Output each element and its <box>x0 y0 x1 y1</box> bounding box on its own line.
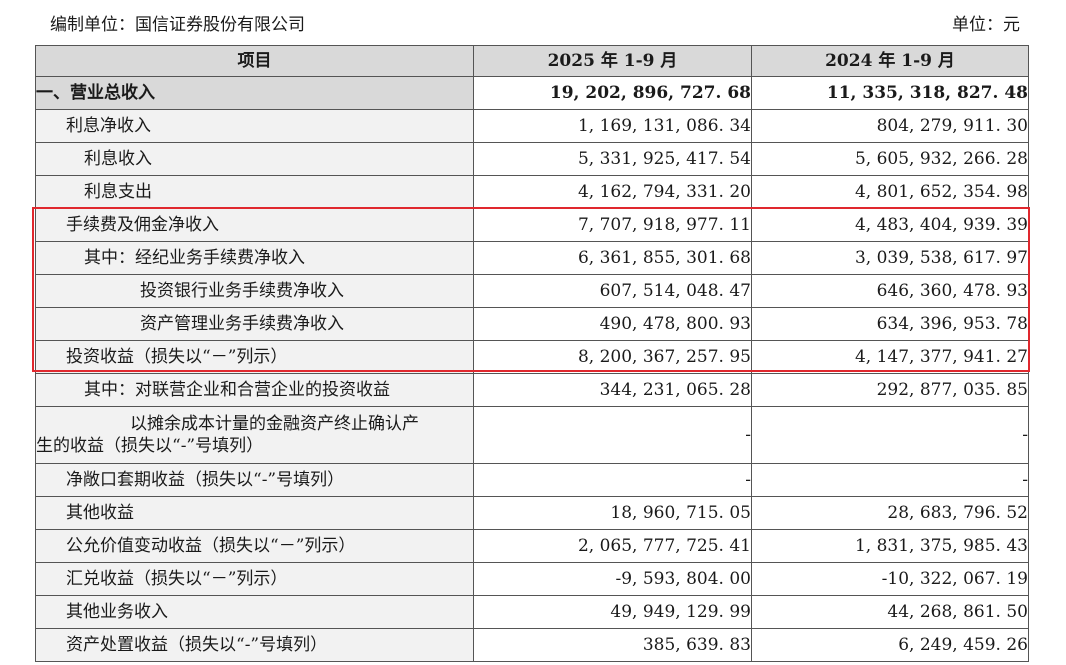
table-row: 利息收入 5, 331, 925, 417. 54 5, 605, 932, 2… <box>35 142 1029 176</box>
table-row: 净敞口套期收益（损失以“-”号填列） - - <box>35 463 1029 497</box>
row-label: 以摊余成本计量的金融资产终止确认产 生的收益（损失以“-”号填列） <box>35 406 474 464</box>
value-2024: 3, 039, 538, 617. 97 <box>751 241 1029 275</box>
table-row: 利息支出 4, 162, 794, 331. 20 4, 801, 652, 3… <box>35 175 1029 209</box>
value-2024: 292, 877, 035. 85 <box>751 373 1029 407</box>
value-2024: - <box>751 406 1029 464</box>
value-2024: 4, 483, 404, 939. 39 <box>751 208 1029 242</box>
value-2024: 634, 396, 953. 78 <box>751 307 1029 341</box>
table-row: 其中：对联营企业和合营企业的投资收益 344, 231, 065. 28 292… <box>35 373 1029 407</box>
row-label: 汇兑收益（损失以“－”列示） <box>35 562 474 596</box>
value-2025: 2, 065, 777, 725. 41 <box>473 529 752 563</box>
report-header: 编制单位：国信证券股份有限公司 单位：元 <box>50 10 1020 40</box>
value-2024: 44, 268, 861. 50 <box>751 595 1029 629</box>
value-2024: 28, 683, 796. 52 <box>751 496 1029 530</box>
row-label: 其中：经纪业务手续费净收入 <box>35 241 474 275</box>
value-2025: 7, 707, 918, 977. 11 <box>473 208 752 242</box>
value-2025: 1, 169, 131, 086. 34 <box>473 109 752 143</box>
table-row: 利息净收入 1, 169, 131, 086. 34 804, 279, 911… <box>35 109 1029 143</box>
table-row: 资产管理业务手续费净收入 490, 478, 800. 93 634, 396,… <box>35 307 1029 341</box>
row-label: 其他业务收入 <box>35 595 474 629</box>
table-header-row: 项目 2025 年 1-9 月 2024 年 1-9 月 <box>35 45 1029 77</box>
header-2024: 2024 年 1-9 月 <box>751 45 1029 77</box>
row-label: 利息支出 <box>35 175 474 209</box>
row-label: 其他收益 <box>35 496 474 530</box>
table-row: 公允价值变动收益（损失以“－”列示） 2, 065, 777, 725. 41 … <box>35 529 1029 563</box>
header-2025: 2025 年 1-9 月 <box>473 45 752 77</box>
row-label: 利息收入 <box>35 142 474 176</box>
table-row: 手续费及佣金净收入 7, 707, 918, 977. 11 4, 483, 4… <box>35 208 1029 242</box>
income-statement-table: 项目 2025 年 1-9 月 2024 年 1-9 月 一、营业总收入 19,… <box>35 45 1029 662</box>
table-row: 其他业务收入 49, 949, 129. 99 44, 268, 861. 50 <box>35 595 1029 629</box>
value-2025: - <box>473 406 752 464</box>
value-2025: - <box>473 463 752 497</box>
row-label-line2: 生的收益（损失以“-”号填列） <box>36 436 264 456</box>
value-2025: 344, 231, 065. 28 <box>473 373 752 407</box>
row-label: 资产处置收益（损失以“-”号填列） <box>35 628 474 662</box>
value-2024: - <box>751 463 1029 497</box>
value-2025: 8, 200, 367, 257. 95 <box>473 340 752 374</box>
value-2024: 646, 360, 478. 93 <box>751 274 1029 308</box>
value-2025: 18, 960, 715. 05 <box>473 496 752 530</box>
value-2024: -10, 322, 067. 19 <box>751 562 1029 596</box>
table-row: 汇兑收益（损失以“－”列示） -9, 593, 804. 00 -10, 322… <box>35 562 1029 596</box>
compiling-unit: 编制单位：国信证券股份有限公司 <box>50 15 305 35</box>
value-2024: 804, 279, 911. 30 <box>751 109 1029 143</box>
row-label-line1: 以摊余成本计量的金融资产终止确认产 <box>130 414 419 434</box>
value-2025: 6, 361, 855, 301. 68 <box>473 241 752 275</box>
value-2024: 4, 801, 652, 354. 98 <box>751 175 1029 209</box>
value-2024: 5, 605, 932, 266. 28 <box>751 142 1029 176</box>
row-label: 投资收益（损失以“－”列示） <box>35 340 474 374</box>
value-2025: 49, 949, 129. 99 <box>473 595 752 629</box>
row-label: 一、营业总收入 <box>35 76 474 110</box>
table-row: 一、营业总收入 19, 202, 896, 727. 68 11, 335, 3… <box>35 76 1029 110</box>
value-2025: 385, 639. 83 <box>473 628 752 662</box>
value-2024: 11, 335, 318, 827. 48 <box>751 76 1029 110</box>
value-2025: -9, 593, 804. 00 <box>473 562 752 596</box>
value-2025: 19, 202, 896, 727. 68 <box>473 76 752 110</box>
row-label: 手续费及佣金净收入 <box>35 208 474 242</box>
table-row: 投资收益（损失以“－”列示） 8, 200, 367, 257. 95 4, 1… <box>35 340 1029 374</box>
value-2024: 6, 249, 459. 26 <box>751 628 1029 662</box>
row-label: 资产管理业务手续费净收入 <box>35 307 474 341</box>
table-row: 其他收益 18, 960, 715. 05 28, 683, 796. 52 <box>35 496 1029 530</box>
row-label: 净敞口套期收益（损失以“-”号填列） <box>35 463 474 497</box>
value-2025: 4, 162, 794, 331. 20 <box>473 175 752 209</box>
value-2025: 607, 514, 048. 47 <box>473 274 752 308</box>
table-row: 其中：经纪业务手续费净收入 6, 361, 855, 301. 68 3, 03… <box>35 241 1029 275</box>
table-row: 资产处置收益（损失以“-”号填列） 385, 639. 83 6, 249, 4… <box>35 628 1029 662</box>
table-row: 投资银行业务手续费净收入 607, 514, 048. 47 646, 360,… <box>35 274 1029 308</box>
row-label: 公允价值变动收益（损失以“－”列示） <box>35 529 474 563</box>
value-2025: 490, 478, 800. 93 <box>473 307 752 341</box>
value-2024: 1, 831, 375, 985. 43 <box>751 529 1029 563</box>
row-label: 其中：对联营企业和合营企业的投资收益 <box>35 373 474 407</box>
row-label: 投资银行业务手续费净收入 <box>35 274 474 308</box>
currency-unit: 单位：元 <box>952 15 1020 35</box>
table-row: 以摊余成本计量的金融资产终止确认产 生的收益（损失以“-”号填列） - - <box>35 406 1029 464</box>
value-2025: 5, 331, 925, 417. 54 <box>473 142 752 176</box>
header-item: 项目 <box>35 45 474 77</box>
row-label: 利息净收入 <box>35 109 474 143</box>
value-2024: 4, 147, 377, 941. 27 <box>751 340 1029 374</box>
